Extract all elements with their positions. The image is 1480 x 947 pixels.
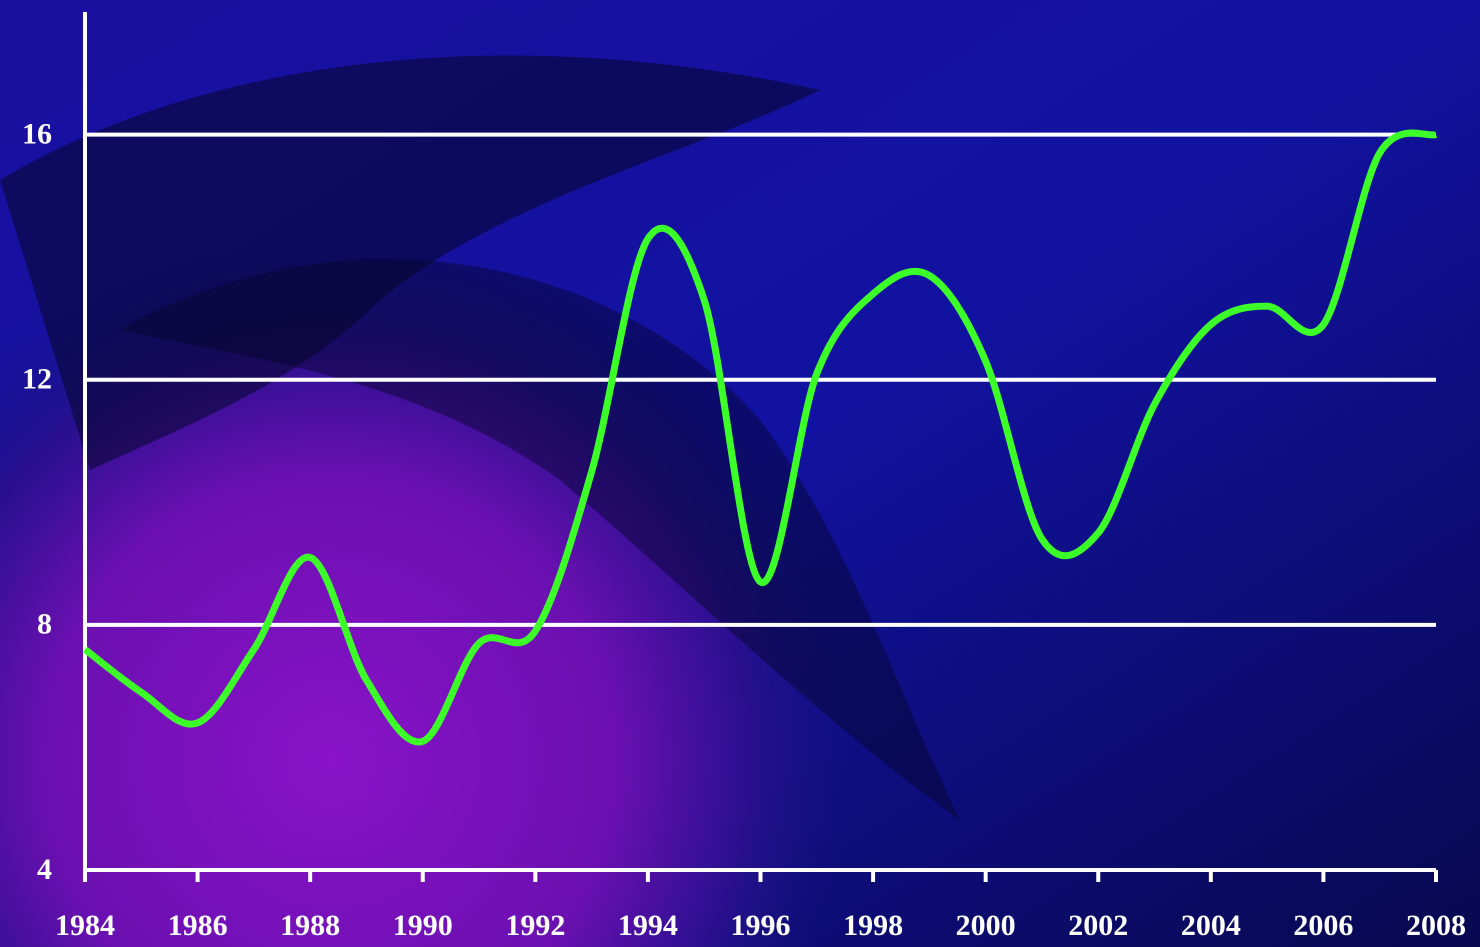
y-tick-label: 8 [37,608,52,641]
x-tick-label: 1994 [618,909,678,942]
x-tick-label: 2008 [1406,909,1466,942]
x-tick-label: 1998 [843,909,903,942]
background-silhouette [120,259,960,820]
x-tick-label: 1984 [55,909,115,942]
data-line [82,129,1438,746]
background-silhouette [0,55,820,471]
y-tick-label: 12 [22,363,52,396]
y-tick-label: 16 [22,117,52,150]
x-tick-label: 1990 [393,909,453,942]
x-tick-label: 1992 [505,909,565,942]
x-tick-label: 2006 [1293,909,1353,942]
x-tick-label: 1986 [168,909,228,942]
y-tick-label: 4 [37,853,52,886]
x-tick-label: 2004 [1181,909,1241,942]
x-tick-label: 2000 [956,909,1016,942]
x-tick-label: 1996 [731,909,791,942]
x-tick-label: 1988 [280,909,340,942]
x-tick-label: 2002 [1068,909,1128,942]
